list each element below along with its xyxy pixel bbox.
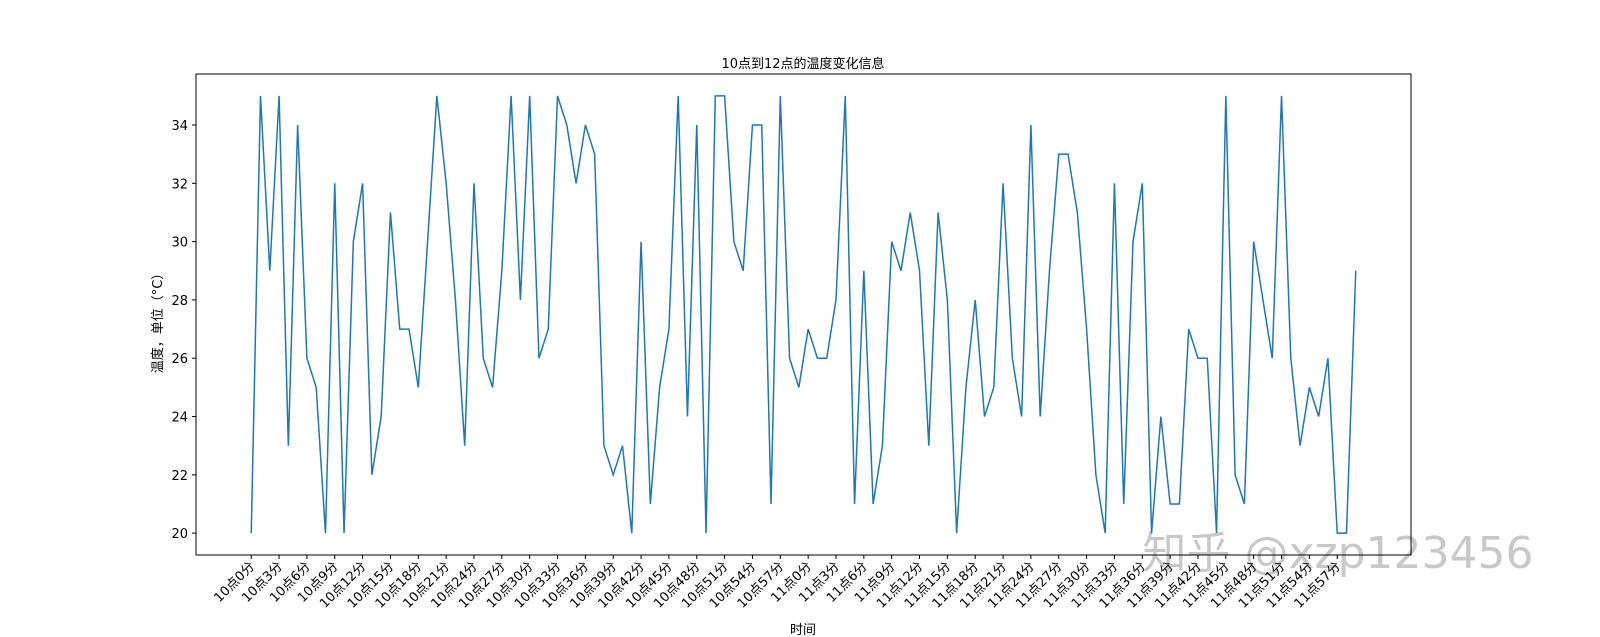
chart-title: 10点到12点的温度变化信息 — [721, 56, 884, 72]
y-tick-label: 26 — [171, 352, 188, 367]
y-tick-label: 32 — [171, 177, 188, 192]
y-tick-label: 30 — [171, 236, 188, 251]
y-tick-label: 34 — [171, 119, 188, 134]
y-tick-label: 28 — [171, 294, 188, 309]
y-tick-label: 24 — [171, 411, 188, 426]
x-axis-label: 时间 — [790, 623, 816, 637]
plot-frame — [195, 73, 1412, 556]
series-line — [250, 95, 1357, 534]
watermark: 知乎 @xzp123456 — [1142, 528, 1533, 579]
y-tick-label: 22 — [171, 469, 188, 484]
y-tick-label: 20 — [171, 527, 188, 542]
y-axis-label: 温度，单位（°C） — [150, 267, 166, 374]
